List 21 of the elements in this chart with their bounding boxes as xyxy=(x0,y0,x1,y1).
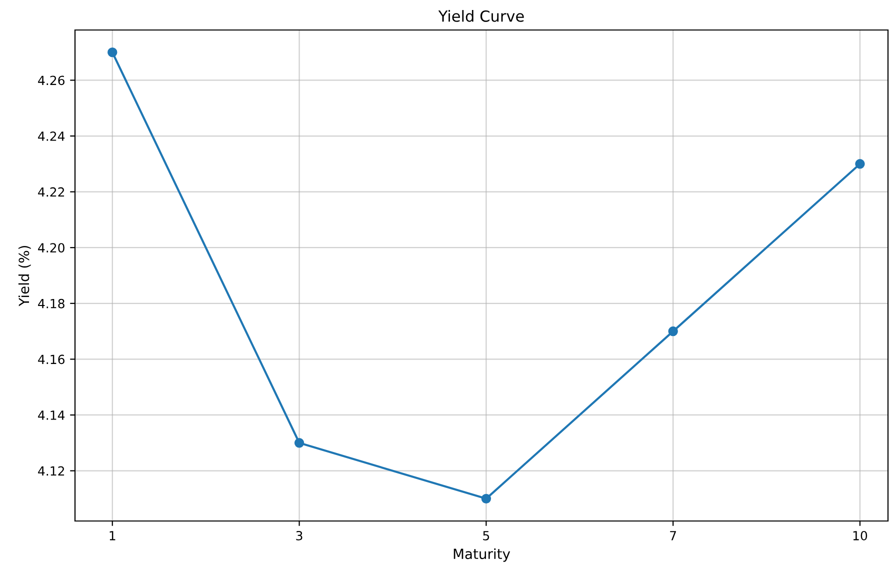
y-tick-label: 4.22 xyxy=(38,187,64,197)
x-tick-label: 10 xyxy=(853,530,868,540)
x-tick-label: 1 xyxy=(110,531,116,540)
x-axis-title: Maturity xyxy=(454,548,510,562)
y-tick-label: 4.12 xyxy=(38,466,64,476)
x-tick-label: 5 xyxy=(483,531,490,540)
point xyxy=(855,159,865,169)
y-tick-label: 4.18 xyxy=(38,298,64,308)
y-tick-label: 4.14 xyxy=(38,410,65,420)
y-axis-title: Yield (%) xyxy=(18,246,31,306)
x-tick-label: 7 xyxy=(670,531,676,540)
point xyxy=(668,326,678,336)
y-tick-label: 4.16 xyxy=(38,354,64,364)
x-tick-label: 3 xyxy=(296,530,302,540)
point xyxy=(481,494,492,504)
chart-title: Yield Curve xyxy=(438,10,524,22)
point xyxy=(108,47,118,58)
y-tick-label: 4.26 xyxy=(38,76,64,86)
point xyxy=(294,438,304,448)
y-tick-label: 4.24 xyxy=(38,131,65,141)
y-tick-label: 4.20 xyxy=(38,243,64,253)
